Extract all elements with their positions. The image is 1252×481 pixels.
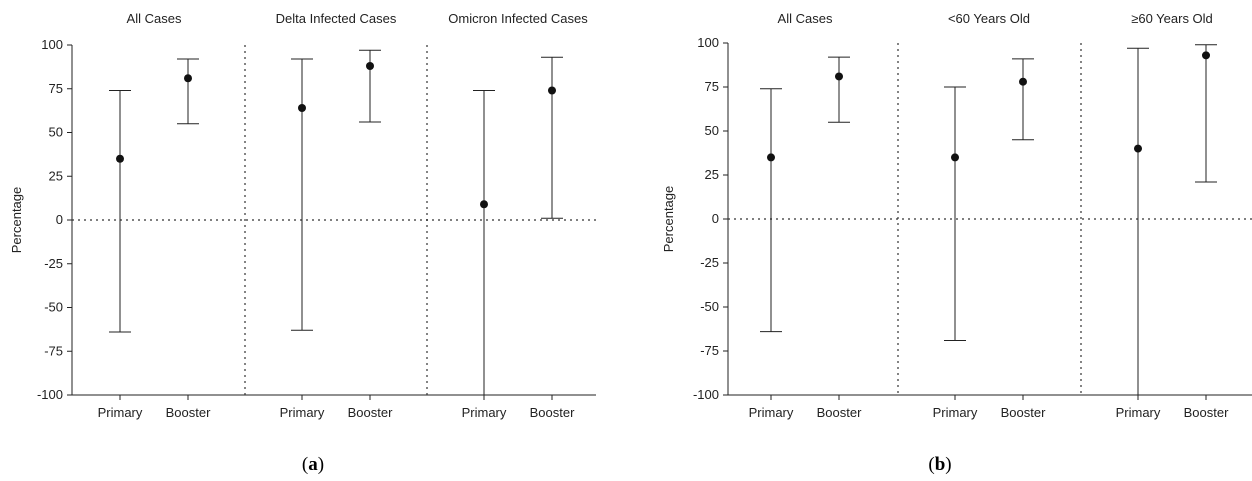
panel-a-ytick-label: -75 [44, 343, 63, 358]
panel-b-xtick-label: Booster [817, 405, 862, 420]
panel-a-ytick-label: -50 [44, 300, 63, 315]
panel-a-ytick-label: 75 [49, 81, 63, 96]
panel-b-ytick-label: 50 [705, 123, 719, 138]
panel-b-point-booster [835, 72, 843, 81]
panel-b-ytick-label: 75 [705, 79, 719, 94]
panel-a-xtick-label: Primary [98, 405, 143, 420]
panel-b-group-title: <60 Years Old [948, 11, 1030, 26]
panel-b-label-close: ) [945, 454, 951, 475]
panel-a-ytick-label: 50 [49, 125, 63, 140]
panel-b-xtick-label: Primary [749, 405, 794, 420]
panel-a-ytick-label: -25 [44, 256, 63, 271]
panel-b-group-title: All Cases [778, 11, 833, 26]
panel-b-point-primary [951, 153, 959, 162]
panel-b-ytick-label: -100 [693, 387, 719, 402]
panel-b-ytick-label: 25 [705, 167, 719, 182]
panel-a-xtick-label: Booster [348, 405, 393, 420]
panel-b-point-booster [1019, 77, 1027, 86]
panel-b-ytick-label: 0 [712, 211, 719, 226]
panel-a-xtick-label: Booster [530, 405, 575, 420]
panel-a-group-title: Delta Infected Cases [276, 11, 397, 26]
panel-b-y-axis-label: Percentage [661, 186, 676, 253]
panel-b-ytick-label: 100 [697, 35, 719, 50]
panel-a-label-letter: a [308, 454, 318, 475]
panel-b-label: (b) [928, 454, 951, 475]
panel-b: 100 75 50 25 0 -25 -50 -75 -100 Percentage All Cas… [661, 11, 1252, 420]
panel-a-xtick-label: Booster [166, 405, 211, 420]
panel-a-point-primary [298, 104, 306, 112]
panel-a: 100 75 50 25 0 -25 -50 -75 -100 Percentage All Cas… [9, 11, 596, 420]
panel-b-point-primary [1134, 144, 1142, 153]
panel-a-group-title: All Cases [127, 11, 182, 26]
panel-a-label: (a) [302, 454, 324, 475]
panel-b-label-letter: b [935, 454, 946, 475]
panel-a-point-booster [548, 86, 556, 95]
panel-b-xtick-label: Primary [933, 405, 978, 420]
panel-b-ytick-label: -75 [700, 343, 719, 358]
panel-b-point-booster [1202, 51, 1210, 60]
panel-b-xtick-label: Booster [1001, 405, 1046, 420]
panel-a-point-primary [480, 200, 488, 209]
panel-a-ytick-label: 25 [49, 168, 63, 183]
panel-b-xtick-label: Booster [1184, 405, 1229, 420]
panel-b-group-title: ≥60 Years Old [1131, 11, 1213, 26]
panel-b-label-open: ( [928, 454, 934, 475]
panel-a-ytick-label: 0 [56, 212, 63, 227]
panel-b-xtick-label: Primary [1116, 405, 1161, 420]
panel-b-ytick-label: -25 [700, 255, 719, 270]
panel-a-xtick-label: Primary [462, 405, 507, 420]
panel-a-point-booster [366, 62, 374, 70]
panel-a-point-booster [184, 74, 192, 83]
panel-a-ytick-label: -100 [37, 387, 63, 402]
panel-b-ytick-label: -50 [700, 299, 719, 314]
panel-a-label-open: ( [302, 454, 308, 475]
panel-a-xtick-label: Primary [280, 405, 325, 420]
panel-a-y-axis-label: Percentage [9, 187, 24, 254]
panel-a-group-title: Omicron Infected Cases [448, 11, 588, 26]
panel-a-ytick-label: 100 [41, 37, 63, 52]
panel-a-point-primary [116, 154, 124, 163]
panel-a-label-close: ) [318, 454, 324, 475]
panel-b-point-primary [767, 153, 775, 162]
